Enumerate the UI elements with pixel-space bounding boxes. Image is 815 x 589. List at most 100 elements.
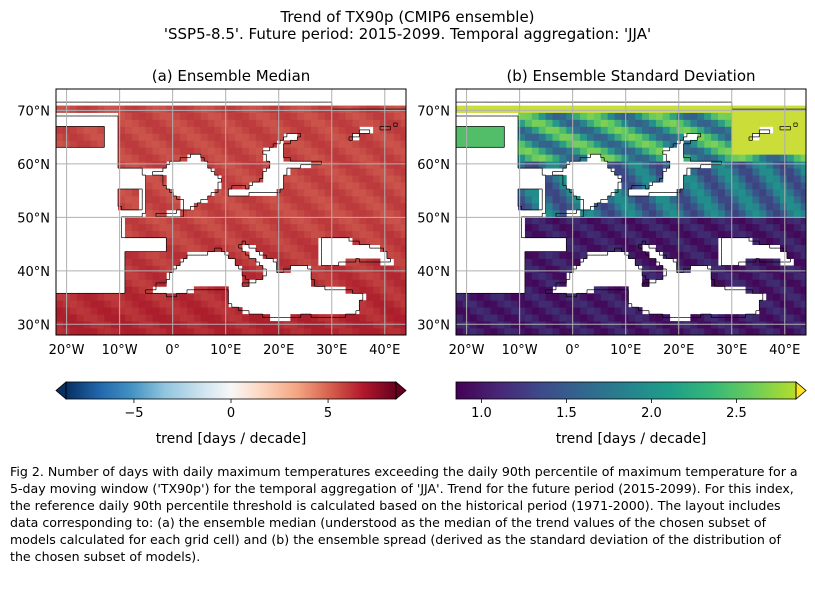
heatmap-cell: [531, 154, 540, 162]
heatmap-cell: [324, 202, 333, 211]
heatmap-cell: [531, 195, 540, 204]
heatmap-cell: [331, 328, 340, 335]
heatmap-cell: [207, 230, 215, 239]
x-tick-label: 10°W: [102, 343, 138, 358]
heatmap-cell: [111, 314, 119, 322]
heatmap-cell: [345, 154, 353, 162]
heatmap-cell: [683, 119, 691, 127]
heatmap-cell: [304, 126, 312, 134]
heatmap-cell: [580, 112, 588, 120]
heatmap-cell: [338, 147, 346, 155]
heatmap-cell: [731, 195, 740, 204]
heatmap-cell: [242, 140, 250, 148]
heatmap-cell: [152, 251, 160, 259]
heatmap-cell: [531, 133, 540, 141]
heatmap-cell: [780, 182, 788, 190]
heatmap-cell: [400, 258, 406, 266]
heatmap-cell: [635, 209, 643, 218]
heatmap-cell: [607, 314, 615, 322]
heatmap-cell: [600, 314, 609, 322]
heatmap-cell: [566, 237, 574, 246]
heatmap-cell: [676, 133, 684, 141]
heatmap-cell: [311, 147, 319, 155]
x-tick-label: 20°E: [263, 343, 294, 358]
heatmap-cell: [166, 112, 174, 120]
heatmap-cell: [573, 307, 581, 315]
heatmap-cell: [724, 168, 733, 176]
heatmap-cell: [504, 307, 512, 315]
heatmap-cell: [552, 161, 560, 169]
heatmap-cell: [738, 202, 746, 211]
heatmap-cell: [745, 314, 753, 322]
heatmap-cell: [593, 126, 602, 134]
heatmap-cell: [166, 216, 174, 225]
heatmap-cell: [538, 293, 547, 301]
heatmap-cell: [152, 161, 160, 169]
heatmap-cell: [704, 223, 712, 232]
heatmap-cell: [780, 286, 788, 294]
heatmap-cell: [580, 147, 588, 155]
heatmap-cell: [290, 140, 298, 148]
heatmap-cell: [235, 175, 243, 183]
heatmap-cell: [90, 133, 98, 141]
heatmap-cell: [690, 209, 698, 218]
heatmap-cell: [545, 328, 553, 335]
heatmap-cell: [400, 307, 406, 315]
heatmap-cell: [793, 168, 802, 176]
heatmap-cell: [159, 133, 167, 141]
y-tick-label: 30°N: [17, 318, 50, 333]
heatmap-cell: [683, 223, 691, 232]
heatmap-cell: [566, 133, 574, 141]
heatmap-cell: [752, 147, 760, 155]
heatmap-cell: [366, 307, 374, 315]
heatmap-cell: [228, 328, 236, 335]
heatmap-cell: [531, 140, 540, 148]
heatmap-cell: [766, 168, 774, 176]
heatmap-cell: [683, 126, 691, 134]
heatmap-cell: [200, 147, 209, 155]
heatmap-cell: [580, 126, 588, 134]
heatmap-cell: [249, 126, 257, 134]
heatmap-cell: [635, 112, 643, 120]
heatmap-cell: [655, 237, 664, 246]
heatmap-cell: [386, 328, 395, 335]
heatmap-cell: [359, 112, 367, 120]
heatmap-cell: [724, 209, 733, 218]
heatmap-cell: [476, 105, 484, 113]
heatmap-cell: [676, 258, 684, 266]
heatmap-cell: [566, 112, 574, 120]
heatmap-cell: [662, 328, 671, 335]
heatmap-cell: [649, 314, 657, 322]
heatmap-cell: [235, 258, 243, 266]
heatmap-cell: [456, 300, 464, 308]
heatmap-cell: [331, 154, 340, 162]
heatmap-cell: [724, 279, 733, 287]
heatmap-cell: [297, 223, 305, 232]
heatmap-cell: [655, 230, 664, 239]
heatmap-cell: [152, 272, 160, 280]
heatmap-cell: [131, 195, 140, 204]
heatmap-cell: [393, 202, 402, 211]
heatmap-cell: [676, 112, 684, 120]
heatmap-cell: [131, 161, 140, 169]
heatmap-cell: [124, 272, 133, 280]
heatmap-cell: [393, 161, 402, 169]
heatmap-cell: [386, 307, 395, 315]
heatmap-cell: [324, 168, 333, 176]
heatmap-cell: [221, 209, 229, 218]
heatmap-cell: [166, 328, 174, 335]
heatmap-cell: [159, 223, 167, 232]
heatmap-cell: [786, 265, 795, 273]
heatmap-cell: [242, 112, 250, 120]
heatmap-cell: [359, 209, 367, 218]
heatmap-cell: [249, 119, 257, 127]
heatmap-cell: [338, 161, 346, 169]
heatmap-cell: [228, 175, 236, 183]
heatmap-cell: [538, 230, 547, 239]
heatmap-cell: [717, 119, 726, 127]
heatmap-cell: [780, 154, 788, 162]
heatmap-cell: [586, 119, 595, 127]
heatmap-cell: [317, 279, 326, 287]
heatmap-cell: [255, 244, 264, 252]
heatmap-cell: [786, 307, 795, 315]
